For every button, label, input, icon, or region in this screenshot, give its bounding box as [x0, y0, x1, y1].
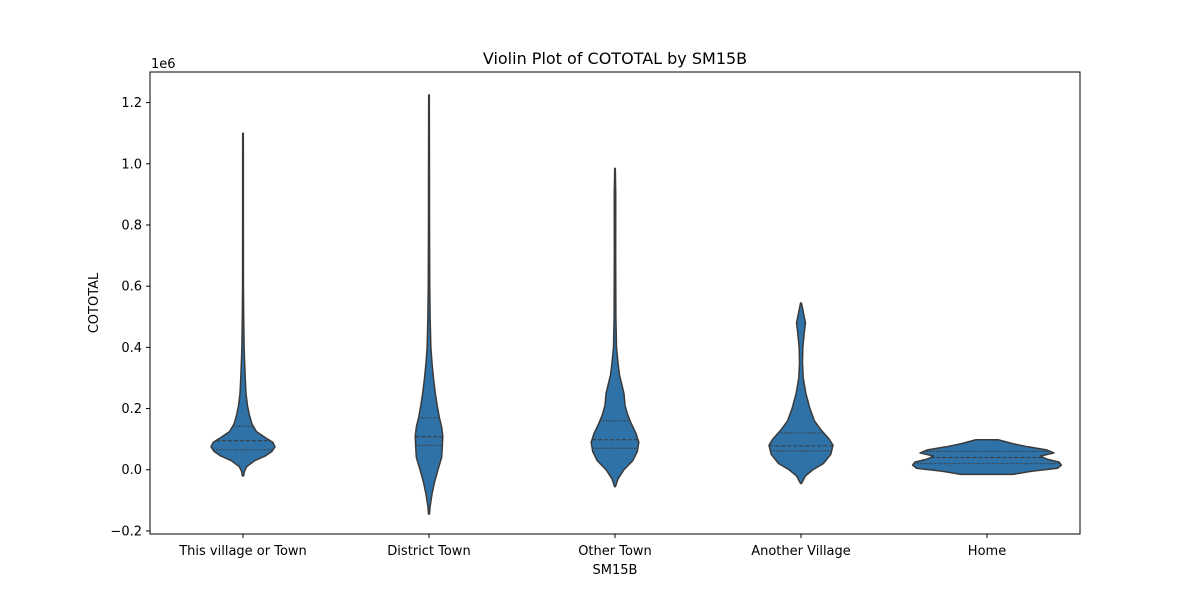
y-tick-label: 0.6	[121, 280, 142, 295]
y-tick-label: 1.0	[121, 157, 142, 172]
y-tick-label: −0.2	[110, 524, 142, 539]
y-tick-label: 0.2	[121, 402, 142, 417]
y-tick-label: 0.0	[121, 463, 142, 478]
violin-body	[590, 167, 640, 488]
y-axis-label: COTOTAL	[87, 272, 102, 333]
chart-title: Violin Plot of COTOTAL by SM15B	[483, 49, 747, 68]
violin-body	[414, 94, 444, 515]
y-tick-label: 0.4	[121, 341, 142, 356]
violin-body	[768, 302, 834, 485]
x-tick-label: Another Village	[751, 544, 851, 559]
x-tick-label: This village or Town	[178, 544, 307, 559]
x-axis-label: SM15B	[593, 563, 638, 578]
y-axis: −0.2 0.0 0.2 0.4 0.6 0.8 1.0 1.2	[110, 96, 150, 539]
x-tick-label: Home	[968, 544, 1006, 559]
x-axis: This village or Town District Town Other T…	[178, 534, 1006, 559]
y-scale-label: 1e6	[151, 57, 176, 72]
x-tick-label: District Town	[387, 544, 470, 559]
violin-3	[768, 302, 834, 485]
violin-body	[210, 132, 276, 477]
violin-0	[210, 132, 276, 477]
violin-1	[414, 94, 444, 515]
y-tick-label: 1.2	[121, 96, 142, 111]
violins-layer	[210, 94, 1063, 515]
violin-2	[590, 167, 640, 488]
violin-4	[911, 439, 1063, 476]
x-tick-label: Other Town	[578, 544, 652, 559]
y-tick-label: 0.8	[121, 218, 142, 233]
